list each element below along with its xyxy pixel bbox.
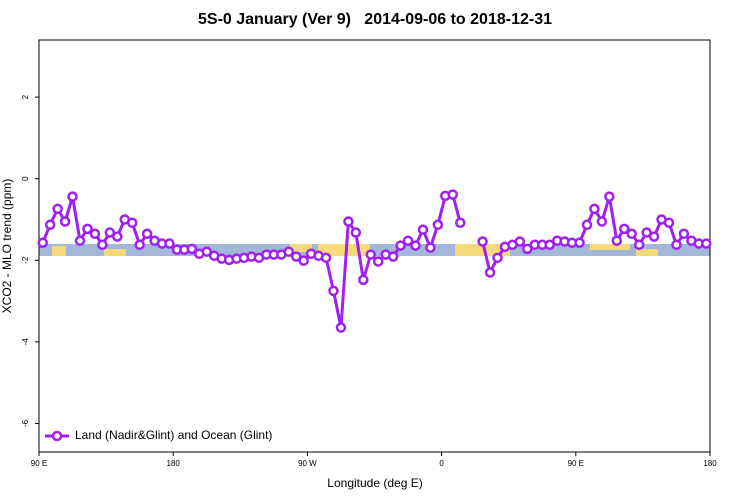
y-tick-label: -2	[21, 256, 30, 264]
point	[372, 256, 384, 267]
point	[89, 228, 101, 240]
point	[514, 236, 526, 247]
point	[328, 285, 339, 297]
point	[365, 249, 377, 260]
legend-label: Land (Nadir&Glint) and Ocean (Glint)	[75, 428, 272, 442]
point	[298, 255, 309, 266]
point	[410, 240, 421, 251]
point	[290, 251, 302, 262]
point	[402, 235, 414, 246]
point	[619, 223, 630, 235]
point	[611, 235, 623, 246]
y-axis-label: XCO2 - MLO trend (ppm)	[0, 179, 14, 314]
point	[97, 239, 108, 251]
point	[425, 242, 436, 253]
y-tick-label: 0	[21, 176, 30, 181]
point	[663, 217, 675, 228]
x-tick-label: 180	[167, 459, 181, 468]
point	[343, 216, 354, 227]
point	[477, 236, 488, 247]
point	[633, 239, 645, 251]
point	[358, 274, 369, 286]
point	[387, 251, 399, 262]
point	[112, 231, 123, 242]
y-tick-label: 2	[21, 94, 30, 99]
point	[701, 238, 712, 249]
point	[134, 239, 145, 251]
point	[37, 237, 48, 248]
point	[678, 228, 690, 240]
x-axis-label: Longitude (deg E)	[327, 476, 422, 490]
point	[454, 217, 466, 228]
point	[671, 239, 682, 251]
point	[596, 216, 608, 227]
point	[283, 246, 295, 257]
point	[320, 252, 332, 264]
point	[522, 243, 533, 255]
y-tick-label: -6	[21, 419, 30, 427]
point	[335, 322, 347, 333]
point	[417, 224, 429, 235]
point	[52, 203, 63, 215]
x-tick-label: 0	[439, 459, 444, 468]
point	[44, 219, 56, 231]
x-tick-label: 90 W	[298, 459, 317, 468]
point	[104, 227, 116, 238]
point	[544, 239, 555, 251]
point	[492, 252, 503, 264]
y-tick-label: -4	[21, 338, 30, 346]
point	[126, 217, 138, 228]
point	[82, 223, 93, 235]
point	[648, 231, 660, 242]
point	[350, 227, 362, 238]
point	[186, 243, 198, 255]
point	[59, 216, 71, 227]
point	[604, 191, 615, 202]
chart-title: 5S-0 January (Ver 9) 2014-09-06 to 2018-…	[198, 11, 552, 28]
point	[141, 228, 153, 240]
point	[484, 267, 496, 278]
legend-marker	[51, 430, 63, 442]
point	[164, 238, 175, 249]
point	[641, 227, 652, 238]
point	[67, 191, 78, 202]
point	[432, 219, 444, 231]
point	[201, 246, 212, 257]
point	[626, 228, 637, 240]
x-tick-label: 90 E	[568, 459, 584, 468]
x-tick-label: 180	[703, 459, 717, 468]
point	[74, 235, 86, 246]
point	[574, 237, 585, 248]
point	[581, 219, 593, 231]
x-tick-label: 90 E	[31, 459, 47, 468]
point	[395, 240, 406, 251]
point	[589, 203, 600, 215]
point	[447, 189, 459, 200]
